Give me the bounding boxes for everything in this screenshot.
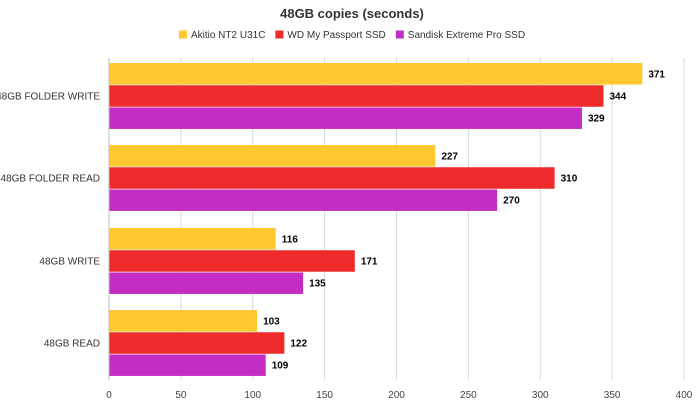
- legend-swatch-sandisk-extreme-pro-ssd: [395, 30, 404, 39]
- data-label-48gb-write-sandisk-extreme-pro-ssd: 135: [309, 279, 326, 290]
- category-label-48gb-folder-write: 48GB FOLDER WRITE: [0, 92, 100, 103]
- data-label-48gb-folder-read-wd-my-passport-ssd: 310: [561, 174, 578, 185]
- bar-48gb-folder-write-akitio-nt2-u31c: [109, 63, 643, 85]
- bar-48gb-folder-read-akitio-nt2-u31c: [109, 145, 436, 167]
- bar-48gb-write-wd-my-passport-ssd: [109, 250, 355, 272]
- x-tick-label-400: 400: [676, 390, 693, 401]
- bar-48gb-folder-write-sandisk-extreme-pro-ssd: [109, 107, 582, 129]
- bars: [109, 63, 643, 376]
- data-label-48gb-read-akitio-nt2-u31c: 103: [263, 316, 280, 327]
- legend: Akitio NT2 U31C WD My Passport SSD Sandisk…: [178, 30, 525, 41]
- legend-label-akitio-nt2-u31c: Akitio NT2 U31C: [191, 30, 265, 41]
- data-label-48gb-folder-write-sandisk-extreme-pro-ssd: 329: [588, 114, 605, 125]
- category-label-48gb-write: 48GB WRITE: [39, 257, 100, 268]
- bar-48gb-folder-read-sandisk-extreme-pro-ssd: [109, 189, 498, 211]
- bar-48gb-write-akitio-nt2-u31c: [109, 228, 276, 250]
- legend-swatch-wd-my-passport-ssd: [275, 30, 284, 39]
- category-labels: 48GB FOLDER WRITE 48GB FOLDER READ 48GB WR…: [0, 92, 100, 350]
- data-label-48gb-read-sandisk-extreme-pro-ssd: 109: [272, 361, 289, 372]
- x-tick-label-250: 250: [460, 390, 477, 401]
- legend-label-wd-my-passport-ssd: WD My Passport SSD: [287, 30, 385, 41]
- legend-label-sandisk-extreme-pro-ssd: Sandisk Extreme Pro SSD: [408, 30, 525, 41]
- data-label-48gb-write-akitio-nt2-u31c: 116: [282, 234, 299, 245]
- x-tick-label-300: 300: [532, 390, 549, 401]
- bar-48gb-read-wd-my-passport-ssd: [109, 332, 285, 354]
- data-label-48gb-folder-write-akitio-nt2-u31c: 371: [648, 69, 665, 80]
- x-tick-label-50: 50: [175, 390, 187, 401]
- chart-title: 48GB copies (seconds): [280, 6, 424, 21]
- legend-swatch-akitio-nt2-u31c: [178, 30, 187, 39]
- data-label-48gb-write-wd-my-passport-ssd: 171: [361, 257, 378, 268]
- x-tick-label-200: 200: [388, 390, 405, 401]
- category-label-48gb-read: 48GB READ: [44, 339, 100, 350]
- bar-48gb-read-akitio-nt2-u31c: [109, 310, 258, 332]
- data-label-48gb-folder-read-sandisk-extreme-pro-ssd: 270: [503, 196, 520, 207]
- category-label-48gb-folder-read: 48GB FOLDER READ: [1, 174, 100, 185]
- x-axis: 0 50 100 150 200 250 300 350 400: [106, 58, 693, 401]
- data-label-48gb-folder-read-akitio-nt2-u31c: 227: [441, 151, 458, 162]
- bar-48gb-read-sandisk-extreme-pro-ssd: [109, 354, 266, 376]
- data-label-48gb-read-wd-my-passport-ssd: 122: [290, 339, 307, 350]
- x-tick-label-350: 350: [604, 390, 621, 401]
- bar-48gb-folder-write-wd-my-passport-ssd: [109, 85, 604, 107]
- bar-48gb-write-sandisk-extreme-pro-ssd: [109, 272, 304, 294]
- x-tick-label-100: 100: [244, 390, 261, 401]
- x-tick-label-0: 0: [106, 390, 112, 401]
- x-tick-label-150: 150: [316, 390, 333, 401]
- data-label-48gb-folder-write-wd-my-passport-ssd: 344: [610, 92, 627, 103]
- bar-48gb-folder-read-wd-my-passport-ssd: [109, 167, 555, 189]
